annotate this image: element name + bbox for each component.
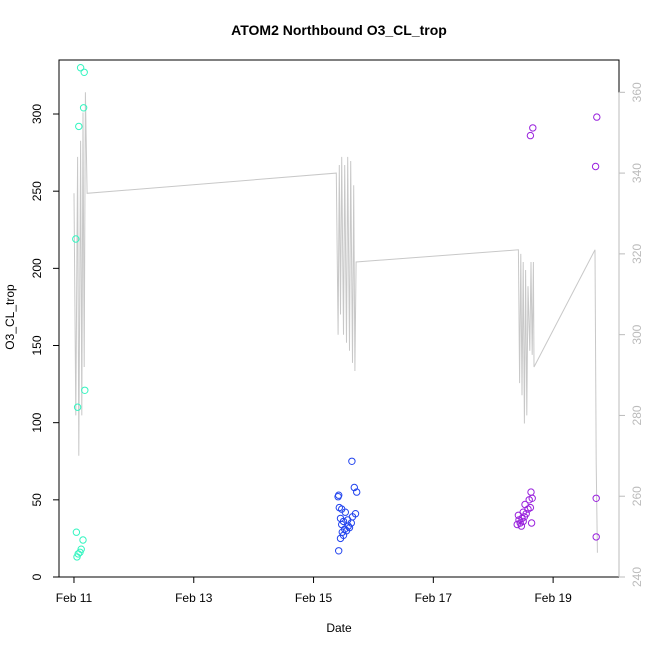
data-point bbox=[348, 457, 356, 465]
right-axis: 240 260 280 300 320 340 360 bbox=[618, 82, 644, 587]
data-point bbox=[80, 68, 88, 77]
x-tick-label: Feb 19 bbox=[534, 591, 572, 605]
y2-tick-label: 320 bbox=[630, 244, 644, 264]
chart-title: ATOM2 Northbound O3_CL_trop bbox=[231, 22, 447, 38]
data-point bbox=[593, 113, 601, 121]
secondary-series-line bbox=[73, 92, 598, 553]
data-point bbox=[335, 503, 343, 512]
y2-tick-label: 240 bbox=[630, 567, 644, 587]
bottom-axis: Feb 11 Feb 13 Feb 15 Feb 17 Feb 19 bbox=[56, 576, 572, 605]
data-point bbox=[72, 235, 80, 243]
data-point bbox=[75, 122, 83, 131]
data-point bbox=[517, 522, 526, 530]
data-point bbox=[592, 533, 600, 541]
y2-tick-label: 300 bbox=[630, 324, 644, 344]
y2-tick-label: 360 bbox=[630, 82, 644, 102]
data-points bbox=[72, 64, 601, 561]
y-tick-label: 0 bbox=[30, 573, 44, 580]
y-tick-label: 50 bbox=[30, 493, 44, 507]
data-point bbox=[335, 547, 343, 555]
data-point bbox=[335, 491, 343, 499]
data-point bbox=[79, 536, 87, 544]
left-axis: 0 50 100 150 200 250 300 bbox=[30, 104, 60, 580]
data-point bbox=[350, 483, 358, 492]
y-tick-label: 200 bbox=[30, 258, 44, 278]
y-tick-label: 100 bbox=[30, 412, 44, 432]
data-point bbox=[527, 519, 536, 527]
data-point bbox=[521, 500, 529, 509]
y-axis-label: O3_CL_trop bbox=[3, 284, 17, 350]
y-tick-label: 300 bbox=[30, 104, 44, 124]
data-point bbox=[345, 523, 354, 532]
data-point bbox=[77, 545, 85, 553]
data-point bbox=[81, 386, 89, 394]
data-point bbox=[526, 131, 535, 140]
data-point bbox=[76, 64, 85, 72]
x-tick-label: Feb 11 bbox=[56, 591, 93, 605]
y-tick-label: 250 bbox=[30, 181, 44, 201]
secondary-line bbox=[73, 92, 598, 553]
y2-tick-label: 260 bbox=[630, 486, 644, 506]
x-tick-label: Feb 17 bbox=[415, 591, 453, 605]
data-point bbox=[526, 503, 535, 512]
y2-tick-label: 340 bbox=[630, 163, 644, 183]
x-axis-label: Date bbox=[326, 621, 352, 635]
data-point bbox=[351, 510, 360, 518]
data-point bbox=[527, 488, 535, 496]
data-point bbox=[72, 528, 81, 536]
data-point bbox=[353, 488, 361, 496]
y-tick-label: 150 bbox=[30, 335, 44, 355]
data-point bbox=[529, 124, 537, 132]
x-tick-label: Feb 15 bbox=[295, 591, 333, 605]
x-tick-label: Feb 13 bbox=[175, 591, 213, 605]
data-point bbox=[591, 162, 600, 171]
y2-tick-label: 280 bbox=[630, 405, 644, 425]
data-point bbox=[73, 403, 82, 411]
data-point bbox=[336, 514, 345, 523]
data-point bbox=[592, 494, 600, 502]
data-point bbox=[79, 104, 88, 112]
